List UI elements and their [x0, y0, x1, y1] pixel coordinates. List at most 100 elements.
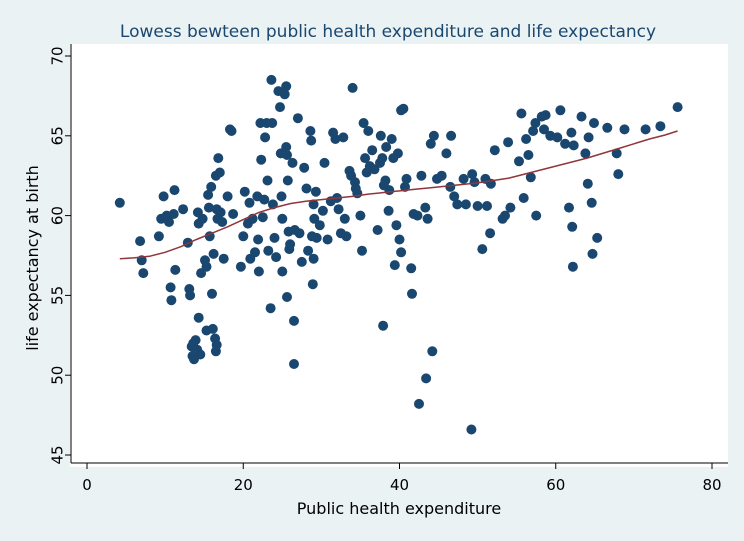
data-point [564, 202, 574, 213]
data-point [389, 260, 400, 271]
y-axis-label: life expectancy at birth [23, 165, 42, 351]
data-point [452, 199, 463, 210]
data-point [203, 202, 214, 213]
y-ticks: 45 50 55 60 65 70 [49, 46, 71, 465]
data-point [265, 303, 276, 314]
data-point [372, 225, 383, 235]
data-point [503, 137, 514, 148]
data-point [363, 126, 374, 136]
data-point [416, 170, 427, 181]
data-point [303, 245, 314, 256]
data-point [386, 134, 397, 144]
data-point [539, 124, 549, 135]
data-point [358, 118, 369, 128]
data-point [306, 135, 317, 146]
data-point [153, 231, 164, 242]
data-point [292, 113, 303, 124]
data-point [239, 186, 250, 197]
data-point [441, 148, 452, 159]
data-point [640, 124, 651, 135]
data-point [514, 156, 524, 167]
data-point [277, 213, 288, 224]
data-point [217, 217, 228, 227]
data-point [485, 228, 496, 239]
data-point [401, 173, 412, 184]
data-point [253, 266, 264, 277]
data-point [602, 122, 613, 133]
data-point [525, 172, 536, 183]
data-point [206, 181, 217, 192]
data-point [521, 134, 532, 144]
data-point [275, 102, 285, 113]
data-point [257, 212, 268, 223]
y-tick-label: 70 [49, 46, 67, 65]
data-point [256, 154, 267, 165]
data-point [305, 126, 316, 136]
data-point [381, 142, 392, 152]
data-point [530, 118, 541, 128]
data-point [375, 130, 386, 141]
data-point [282, 175, 293, 186]
data-point [208, 248, 219, 259]
data-point [552, 132, 563, 143]
data-point [289, 359, 299, 369]
data-point [611, 148, 622, 159]
data-point [333, 204, 344, 215]
data-point [168, 209, 179, 219]
data-point [466, 424, 477, 435]
data-point [566, 127, 577, 138]
data-point [287, 157, 298, 168]
data-point [262, 175, 273, 186]
data-point [523, 150, 534, 160]
data-point [319, 157, 330, 168]
data-point [469, 177, 480, 188]
data-point [190, 335, 201, 346]
data-point [613, 169, 624, 180]
data-point [301, 183, 312, 194]
data-point [567, 221, 578, 232]
data-point [580, 148, 591, 159]
data-point [380, 175, 391, 186]
data-point [281, 142, 292, 152]
data-point [271, 252, 282, 263]
x-tick-label: 0 [82, 476, 92, 494]
data-point [367, 145, 378, 156]
data-point [314, 220, 325, 231]
data-point [425, 138, 436, 149]
data-point [195, 349, 206, 360]
data-point [226, 126, 237, 136]
data-point [322, 234, 333, 245]
data-point [222, 191, 233, 202]
x-tick-label: 20 [234, 476, 253, 494]
data-point [428, 130, 439, 141]
data-point [114, 197, 125, 208]
data-point [277, 266, 288, 277]
data-point [407, 288, 417, 299]
data-point [166, 295, 177, 306]
data-point [449, 191, 460, 202]
data-point [228, 209, 239, 219]
data-point [214, 167, 225, 178]
data-point [135, 236, 146, 247]
data-point [276, 191, 287, 202]
data-point [477, 244, 488, 255]
data-point [377, 153, 388, 164]
data-point [500, 210, 510, 221]
data-point [235, 261, 246, 272]
data-point [193, 312, 204, 323]
data-point [338, 132, 349, 143]
data-point [266, 74, 277, 85]
data-point [619, 124, 630, 135]
data-point [279, 89, 290, 100]
x-ticks: 0 20 40 60 80 [82, 463, 722, 494]
data-point [576, 111, 587, 122]
data-point [360, 153, 371, 164]
lowess-line [119, 130, 678, 260]
data-point [253, 234, 264, 245]
data-point [207, 323, 218, 334]
data-point [540, 110, 551, 121]
data-point [260, 132, 271, 143]
data-point [250, 247, 260, 258]
data-point [422, 213, 433, 224]
